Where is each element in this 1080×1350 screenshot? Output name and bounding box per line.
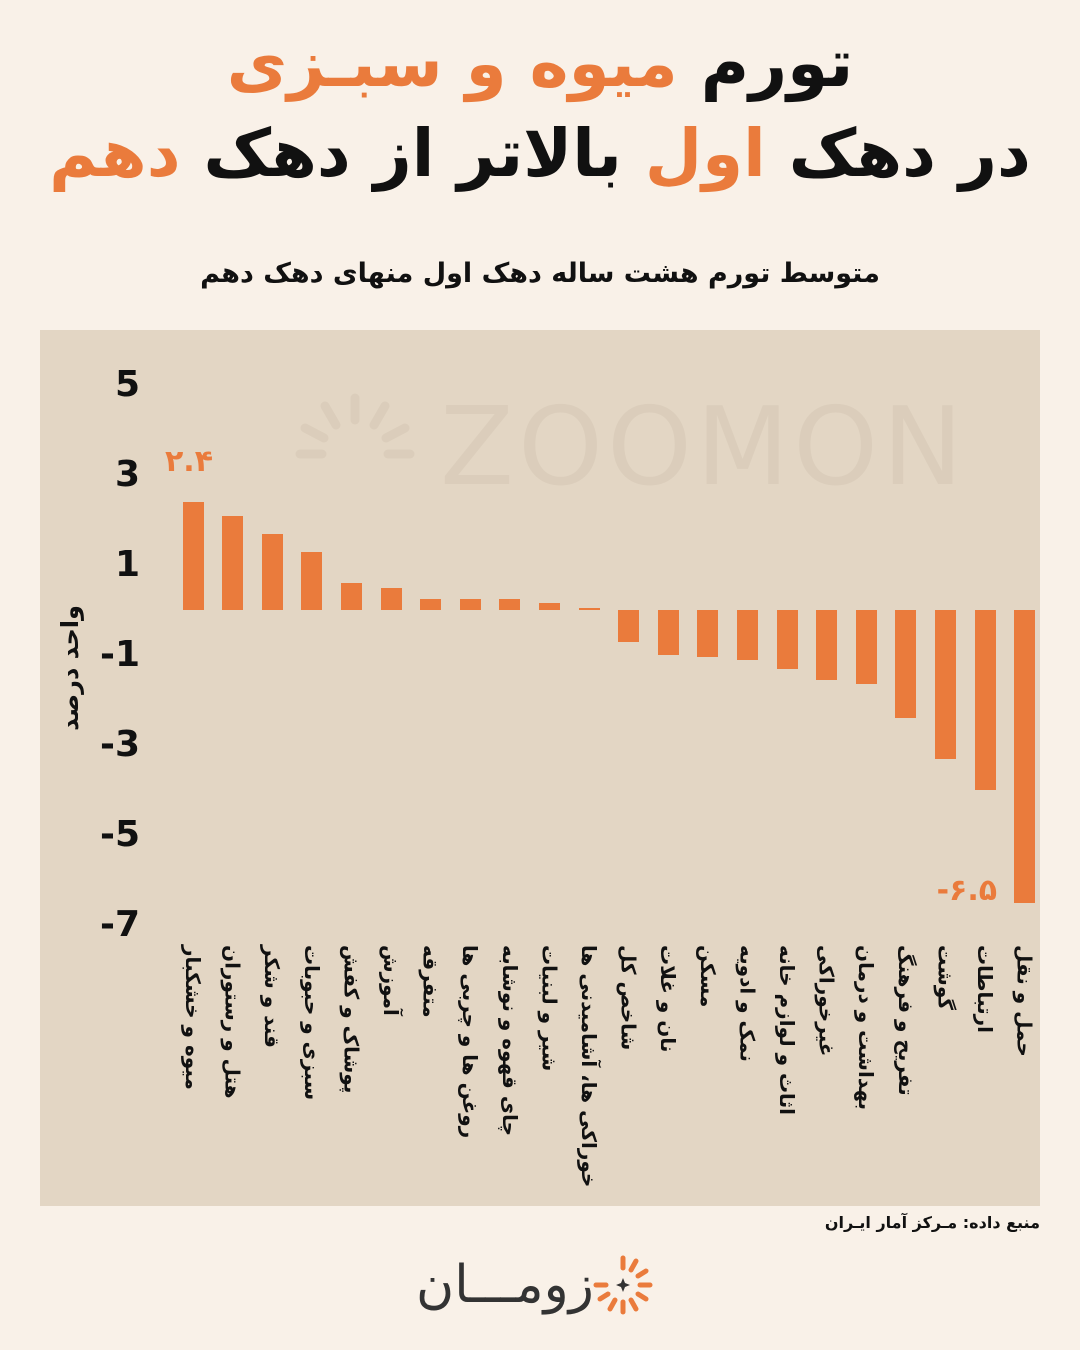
y-axis-label: واحد درصد — [56, 605, 84, 731]
x-tick-label: خوراکی ها، آشامیدنی ها — [577, 945, 601, 1188]
chart-subtitle: متوسط تورم هشت ساله دهک اول منهای دهک ده… — [200, 258, 880, 289]
y-tick-label: 3 — [114, 454, 140, 495]
x-tick-label: حمل و نقل — [1012, 945, 1037, 1057]
x-tick-label: ارتباطات — [973, 945, 997, 1033]
bar — [855, 610, 877, 685]
x-tick-label: قند و شکر — [260, 945, 285, 1048]
bar — [499, 598, 521, 610]
chart-title-line1: تورم میوه و سبـزی — [226, 25, 854, 102]
bar — [618, 610, 640, 642]
x-tick-label: تفریح و فرهنگ — [893, 945, 918, 1096]
x-tick-label: هتل و رستوران — [220, 945, 245, 1099]
x-tick-label: گوشت — [933, 945, 958, 1011]
bar — [1014, 610, 1036, 903]
y-tick-label: 1 — [114, 544, 140, 585]
data-label: -۶.۵ — [936, 872, 998, 908]
bar — [697, 610, 719, 658]
bar — [222, 515, 244, 610]
bar — [578, 607, 600, 610]
x-tick-label: نان و غلات — [656, 945, 681, 1053]
y-tick-label: -1 — [100, 634, 140, 675]
x-tick-label: میوه و خشکبار — [181, 945, 205, 1090]
bar — [776, 610, 798, 669]
x-tick-label: روغن ها و چربی ها — [458, 945, 483, 1139]
x-tick-label: آموزش — [379, 945, 403, 1016]
x-tick-label: پوشاک و کفش — [339, 945, 364, 1094]
x-tick-label: نمک و ادویه — [735, 945, 760, 1062]
y-tick-label: -7 — [100, 904, 140, 945]
bar — [816, 610, 838, 680]
bar — [538, 603, 560, 610]
x-tick-label: شیر و لبنیات — [537, 945, 562, 1072]
x-tick-label: متفرقه — [418, 945, 443, 1018]
x-tick-label: چای قهوه و نوشابه — [497, 945, 522, 1137]
watermark-text: ZOOMON — [440, 385, 967, 510]
bar — [182, 502, 204, 610]
data-source: منبع داده: مـرکز آمار ایـران — [824, 1213, 1040, 1232]
y-tick-label: -5 — [100, 814, 140, 855]
bar — [301, 551, 323, 610]
brand-logo: زومـــان — [416, 1250, 676, 1320]
bar — [657, 610, 679, 655]
sun-logo-icon — [593, 1255, 653, 1315]
bar — [261, 533, 283, 610]
x-tick-label: سبزی و حبوبات — [299, 945, 324, 1101]
x-tick-label: بهداشت و درمان — [854, 945, 879, 1111]
bar — [420, 598, 442, 610]
x-tick-label: شاخص کل — [616, 945, 641, 1051]
data-label: ۲.۴ — [165, 444, 214, 479]
brand-name: زومـــان — [416, 1255, 594, 1315]
watermark: ZOOMON — [290, 388, 990, 508]
bar — [895, 610, 917, 718]
bar — [459, 598, 481, 610]
y-tick-label: 5 — [114, 364, 140, 405]
bar — [736, 610, 758, 660]
x-tick-label: غیرخوراکی — [814, 945, 839, 1057]
bar — [340, 583, 362, 610]
chart-title-line2: در دهک اول بالاتر از دهک دهم — [49, 115, 1031, 192]
y-tick-label: -3 — [100, 724, 140, 765]
bar — [380, 587, 402, 610]
x-tick-label: اثاث و لوازم خانه — [775, 945, 799, 1115]
bar — [934, 610, 956, 759]
bar — [974, 610, 996, 790]
chart-panel — [40, 330, 1040, 1206]
x-tick-label: مسکن — [695, 945, 720, 1008]
watermark-sun-icon — [295, 393, 415, 459]
